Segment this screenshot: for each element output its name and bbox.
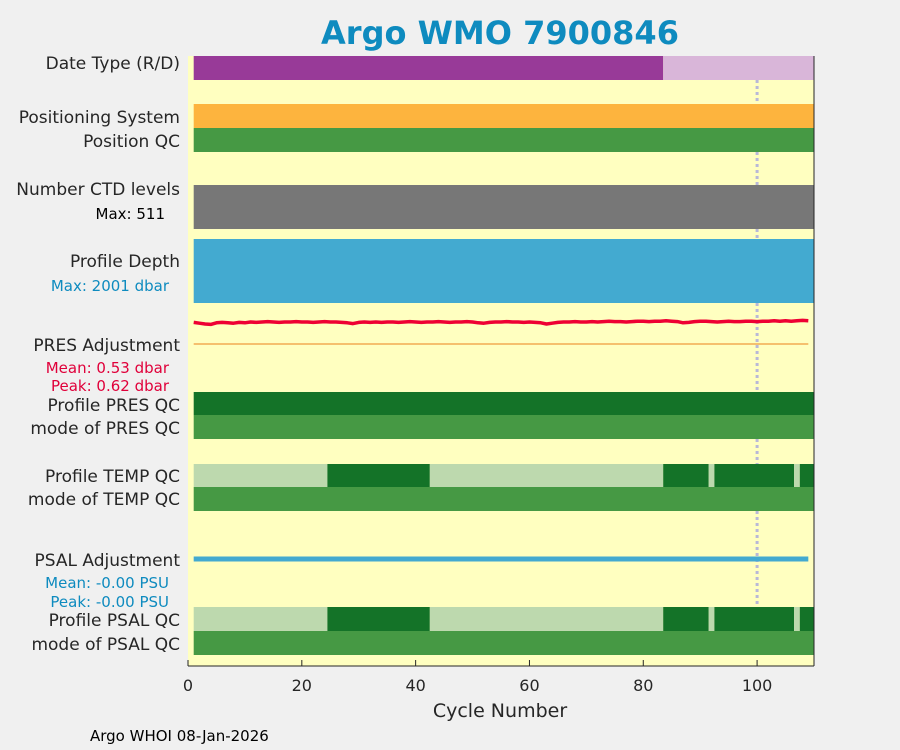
label-profile-depth: Profile Depth xyxy=(70,252,180,272)
ctd-segment-0 xyxy=(193,185,814,229)
date-type-segment-1 xyxy=(663,56,814,80)
label-date-type: Date Type (R/D) xyxy=(46,54,180,74)
label-mode-temp-qc: mode of TEMP QC xyxy=(28,490,180,510)
psal-qc-segment-4 xyxy=(708,607,715,631)
label-positioning-system: Positioning System xyxy=(19,108,180,128)
label-psal-adjustment: PSAL Adjustment xyxy=(35,551,181,571)
x-tick-label-1: 20 xyxy=(292,676,312,695)
footer-credit: Argo WHOI 08-Jan-2026 xyxy=(90,727,269,745)
ctd-max-text: Max: 511 xyxy=(96,205,165,223)
chart-title: Argo WMO 7900846 xyxy=(321,14,679,52)
pres-mean-text: Mean: 0.53 dbar xyxy=(46,359,170,377)
x-tick-label-5: 100 xyxy=(742,676,773,695)
psal-qc-segment-5 xyxy=(714,607,795,631)
label-pres-adjustment: PRES Adjustment xyxy=(33,336,180,356)
psal-qc-segment-3 xyxy=(663,607,709,631)
pres-peak-text: Peak: 0.62 dbar xyxy=(51,377,170,395)
temp-qc-segment-2 xyxy=(429,464,664,487)
positioning-segment-0 xyxy=(193,104,814,128)
pres-mode-segment-0 xyxy=(193,415,814,439)
x-axis-label: Cycle Number xyxy=(433,700,567,722)
temp-qc-segment-4 xyxy=(708,464,715,487)
psal-peak-text: Peak: -0.00 PSU xyxy=(50,593,169,611)
psal-qc-segment-7 xyxy=(799,607,814,631)
label-mode-psal-qc: mode of PSAL QC xyxy=(31,635,180,655)
x-tick-label-0: 0 xyxy=(183,676,193,695)
temp-qc-segment-0 xyxy=(193,464,328,487)
x-tick-label-2: 40 xyxy=(405,676,425,695)
temp-qc-segment-5 xyxy=(714,464,795,487)
temp-qc-segment-1 xyxy=(327,464,430,487)
psal-qc-segment-6 xyxy=(794,607,800,631)
temp-qc-segment-3 xyxy=(663,464,709,487)
label-position-qc: Position QC xyxy=(83,132,180,152)
depth-segment-0 xyxy=(193,239,814,303)
psal-qc-segment-0 xyxy=(193,607,328,631)
temp-mode-segment-0 xyxy=(193,487,814,511)
depth-max-text: Max: 2001 dbar xyxy=(51,277,170,295)
label-profile-psal-qc: Profile PSAL QC xyxy=(49,611,180,631)
psal-mean-text: Mean: -0.00 PSU xyxy=(45,574,169,592)
label-number-ctd-levels: Number CTD levels xyxy=(16,180,180,200)
temp-qc-segment-7 xyxy=(799,464,814,487)
date-type-segment-0 xyxy=(193,56,664,80)
position-qc-segment-0 xyxy=(193,128,814,152)
x-tick-label-3: 60 xyxy=(519,676,539,695)
psal-qc-segment-1 xyxy=(327,607,430,631)
label-profile-temp-qc: Profile TEMP QC xyxy=(45,467,180,487)
temp-qc-segment-6 xyxy=(794,464,800,487)
plot-area xyxy=(188,56,814,666)
psal-mode-segment-0 xyxy=(193,631,814,655)
pres-adjustment-series xyxy=(193,318,809,327)
label-mode-pres-qc: mode of PRES QC xyxy=(30,419,180,439)
label-profile-pres-qc: Profile PRES QC xyxy=(47,396,180,416)
psal-qc-segment-2 xyxy=(429,607,664,631)
pres-qc-segment-0 xyxy=(193,392,814,415)
x-tick-label-4: 80 xyxy=(633,676,653,695)
